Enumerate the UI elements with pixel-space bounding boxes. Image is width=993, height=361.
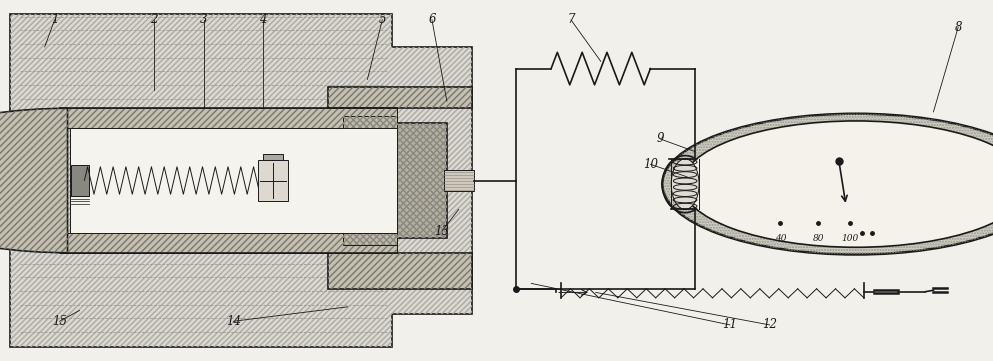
- Bar: [60, 233, 397, 253]
- Bar: [71, 165, 89, 196]
- Text: 8: 8: [954, 21, 962, 34]
- Bar: [258, 160, 288, 201]
- Text: 1: 1: [51, 13, 59, 26]
- Bar: [343, 116, 397, 245]
- Ellipse shape: [671, 159, 699, 209]
- Text: 13: 13: [434, 225, 450, 238]
- Text: 100: 100: [841, 234, 859, 243]
- Text: 6: 6: [428, 13, 436, 26]
- Bar: [263, 154, 283, 160]
- Wedge shape: [0, 108, 68, 253]
- Text: 11: 11: [722, 318, 738, 331]
- Bar: [60, 108, 397, 128]
- Bar: [343, 116, 397, 245]
- Text: 14: 14: [225, 315, 241, 328]
- Bar: [328, 87, 472, 108]
- Text: 12: 12: [762, 318, 778, 331]
- Bar: [392, 123, 447, 238]
- Circle shape: [682, 121, 993, 247]
- Bar: [392, 123, 447, 238]
- Bar: [444, 170, 474, 191]
- Polygon shape: [10, 14, 472, 347]
- Bar: [70, 128, 397, 233]
- Bar: [328, 253, 472, 289]
- Bar: [60, 233, 397, 253]
- Text: 7: 7: [567, 13, 575, 26]
- Bar: [328, 87, 472, 108]
- Text: 9: 9: [656, 132, 664, 145]
- Bar: [328, 253, 472, 289]
- Circle shape: [662, 114, 993, 255]
- Text: 3: 3: [200, 13, 208, 26]
- Text: 4: 4: [259, 13, 267, 26]
- Text: 10: 10: [642, 158, 658, 171]
- Text: 40: 40: [775, 234, 786, 243]
- Bar: [60, 108, 397, 128]
- Text: 2: 2: [150, 13, 158, 26]
- Text: 80: 80: [812, 234, 824, 243]
- Text: 15: 15: [52, 315, 68, 328]
- Text: 5: 5: [378, 13, 386, 26]
